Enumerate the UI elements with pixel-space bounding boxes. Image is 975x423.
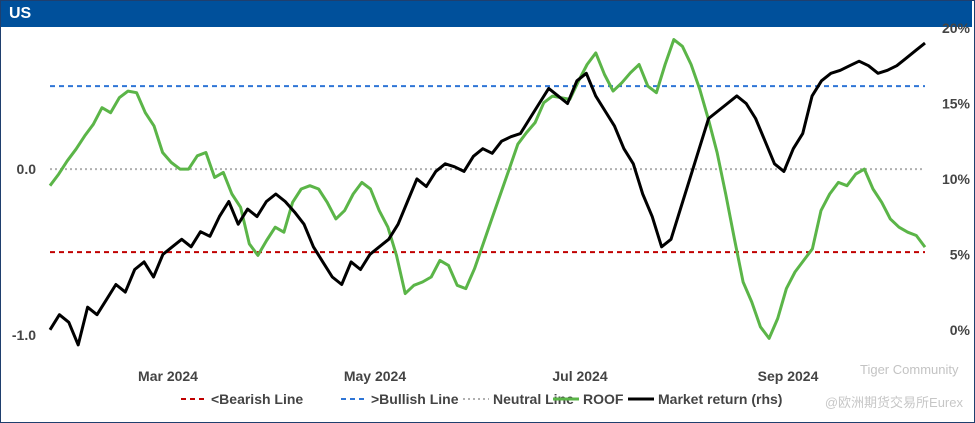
legend-item: <Bearish Line — [181, 391, 303, 407]
legend-item: Neutral Line — [463, 391, 574, 407]
chart-header-bar: US — [1, 1, 972, 27]
chart-title: US — [9, 5, 32, 22]
legend-item: ROOF — [553, 391, 624, 407]
legend-label: Neutral Line — [493, 391, 574, 407]
right-tick-label: 5% — [950, 246, 971, 262]
legend: <Bearish Line >Bullish Line Neutral Line RO… — [181, 391, 782, 407]
watermark-eurex: @欧洲期货交易所Eurex — [824, 395, 963, 410]
legend-item: >Bullish Line — [341, 391, 459, 407]
x-tick-label: Jul 2024 — [552, 368, 607, 384]
left-axis-ticks: 0.0 -1.0 — [12, 161, 36, 343]
legend-label: <Bearish Line — [211, 391, 303, 407]
series-group — [48, 38, 927, 347]
legend-label: >Bullish Line — [371, 391, 459, 407]
legend-item: Market return (rhs) — [628, 391, 782, 407]
right-axis-ticks: 20% 15% 10% 5% 0% — [942, 20, 971, 338]
x-tick-label: May 2024 — [344, 368, 406, 384]
right-tick-label: 20% — [942, 20, 971, 36]
left-tick-label: -1.0 — [12, 327, 36, 343]
x-tick-label: Mar 2024 — [138, 368, 198, 384]
reference-lines — [50, 85, 925, 254]
right-tick-label: 0% — [950, 322, 971, 338]
watermark-tiger: Tiger Community — [860, 362, 959, 377]
right-tick-label: 10% — [942, 171, 971, 187]
right-tick-label: 15% — [942, 95, 971, 111]
x-axis-ticks: Mar 2024 May 2024 Jul 2024 Sep 2024 — [138, 368, 819, 384]
legend-label: Market return (rhs) — [658, 391, 782, 407]
legend-label: ROOF — [583, 391, 624, 407]
series-line-1 — [48, 41, 926, 347]
x-tick-label: Sep 2024 — [758, 368, 819, 384]
series-line-0 — [48, 38, 927, 340]
left-tick-label: 0.0 — [17, 161, 37, 177]
